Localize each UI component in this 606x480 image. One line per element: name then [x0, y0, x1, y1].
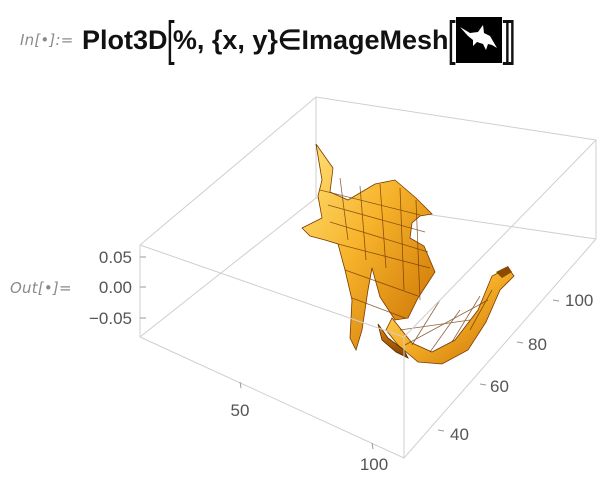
bounding-box-front: [139, 139, 597, 459]
bounding-box-back: [139, 96, 597, 338]
open-bracket: [: [166, 13, 175, 66]
output-prompt-label: Out[•]=: [10, 279, 72, 297]
y-tick-label: 40: [450, 425, 469, 444]
y-tick-label: 100: [565, 291, 593, 310]
surface-mesh: [301, 143, 515, 365]
y-tick-label: 60: [490, 377, 509, 396]
swordfish-image-thumbnail[interactable]: [455, 17, 502, 63]
input-prompt-label: In[•]:=: [20, 31, 74, 49]
function-name: Plot3D: [82, 24, 168, 55]
x-tick-label: 100: [360, 455, 388, 474]
inner-open-bracket: [: [447, 13, 456, 66]
x-axis: 50 100: [231, 381, 388, 474]
swordfish-icon: [455, 17, 502, 63]
x-tick-label: 50: [231, 401, 250, 420]
function-arguments: %, {x, y}∈ImageMesh: [172, 24, 449, 55]
z-tick-label: 0.05: [99, 248, 132, 267]
z-tick-label: −0.05: [89, 309, 132, 328]
y-axis: 40 60 80 100: [437, 291, 593, 444]
input-code-line[interactable]: Plot3D [ %, {x, y}∈ImageMesh [ ] ]: [82, 10, 516, 70]
z-axis: 0.05 0.00 −0.05: [89, 248, 146, 328]
inner-close-bracket: ]: [502, 13, 511, 66]
y-tick-label: 80: [528, 335, 547, 354]
z-tick-label: 0.00: [99, 278, 132, 297]
close-bracket: ]: [507, 13, 516, 66]
